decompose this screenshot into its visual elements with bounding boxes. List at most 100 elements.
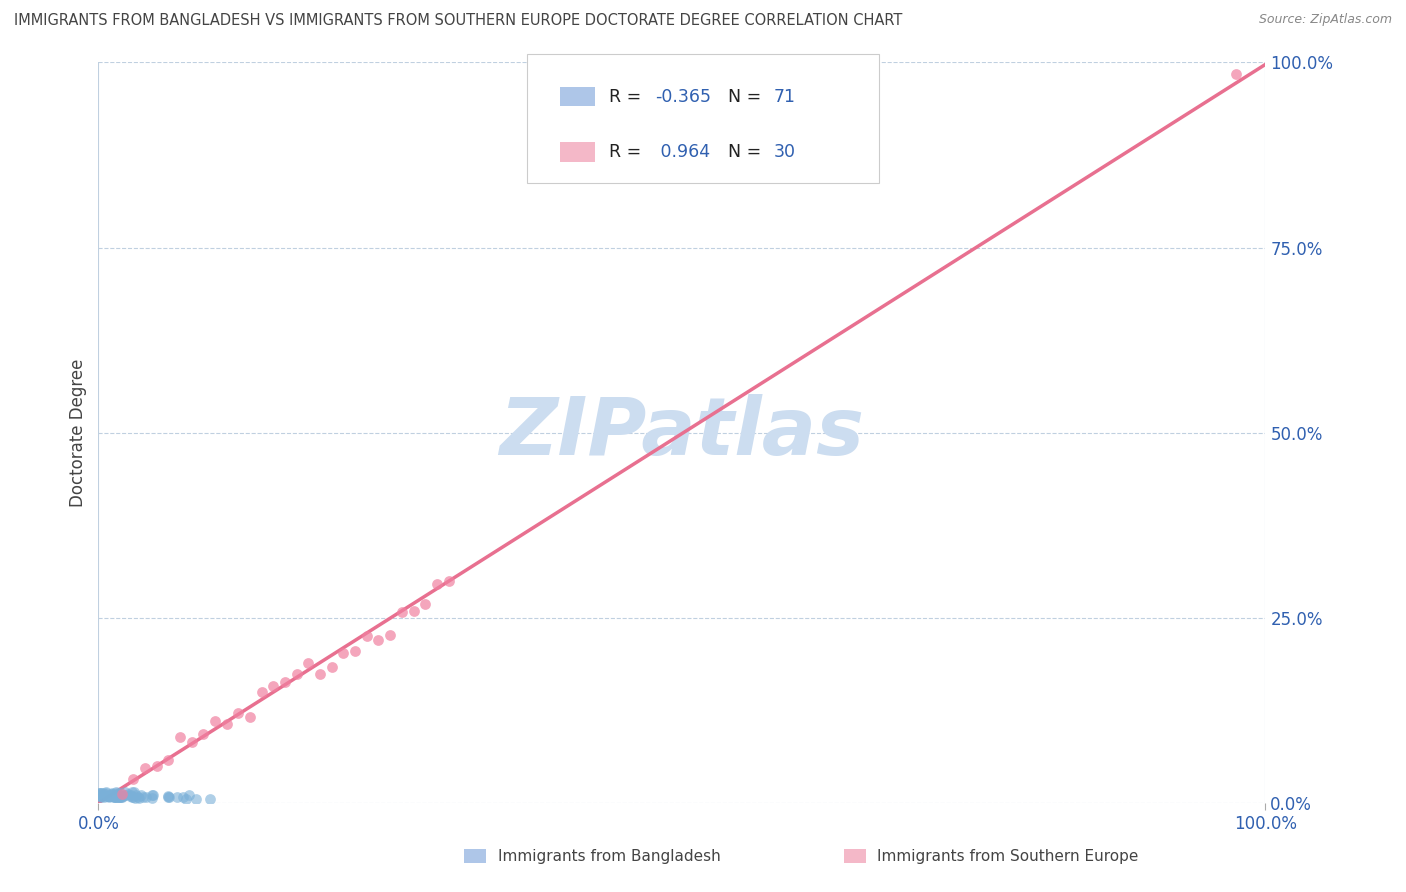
Point [112, 789, 135, 804]
Point [121, 789, 143, 804]
Point [309, 667, 332, 681]
Y-axis label: Doctorate Degree: Doctorate Degree [69, 359, 87, 507]
Point [356, 629, 378, 643]
Point [250, 685, 273, 699]
Point [262, 679, 284, 693]
Point [169, 730, 191, 744]
Point [380, 628, 402, 642]
Point [332, 646, 354, 660]
Point [157, 753, 180, 767]
Point [94, 785, 117, 799]
Text: Source: ZipAtlas.com: Source: ZipAtlas.com [1258, 13, 1392, 27]
Point [105, 790, 128, 805]
Point [142, 788, 165, 802]
Point [157, 790, 180, 805]
Point [105, 789, 128, 803]
Point [297, 656, 319, 670]
Point [100, 789, 122, 803]
Point [89, 789, 111, 804]
Text: 71: 71 [773, 87, 796, 105]
Point [124, 790, 146, 805]
Text: 0.964: 0.964 [655, 143, 710, 161]
Text: IMMIGRANTS FROM BANGLADESH VS IMMIGRANTS FROM SOUTHERN EUROPE DOCTORATE DEGREE C: IMMIGRANTS FROM BANGLADESH VS IMMIGRANTS… [14, 13, 903, 29]
Text: N =: N = [728, 87, 768, 105]
Point [97, 789, 120, 803]
Point [285, 666, 308, 681]
Text: Immigrants from Southern Europe: Immigrants from Southern Europe [877, 849, 1139, 863]
Point [87, 788, 110, 802]
Point [107, 787, 129, 801]
Point [172, 789, 194, 804]
Point [108, 788, 131, 802]
Point [103, 790, 125, 805]
Point [193, 727, 215, 741]
Point [125, 788, 148, 802]
Point [179, 788, 201, 802]
Text: R =: R = [609, 87, 647, 105]
Point [122, 772, 145, 786]
Point [437, 574, 460, 588]
Point [98, 790, 121, 805]
Point [104, 785, 127, 799]
Point [89, 786, 111, 800]
Point [105, 789, 128, 803]
Point [98, 789, 121, 803]
Point [100, 788, 122, 802]
Point [239, 710, 262, 724]
Text: ZIPatlas: ZIPatlas [499, 393, 865, 472]
Point [101, 789, 124, 803]
Point [128, 790, 150, 805]
Text: -0.365: -0.365 [655, 87, 711, 105]
Point [146, 759, 169, 773]
Point [198, 791, 221, 805]
Point [402, 604, 425, 618]
Point [110, 789, 132, 804]
Point [426, 577, 449, 591]
Point [174, 792, 197, 806]
Text: R =: R = [609, 143, 647, 161]
Point [321, 660, 343, 674]
Point [90, 786, 112, 800]
Point [367, 632, 389, 647]
Point [107, 790, 129, 805]
Point [104, 789, 127, 803]
Point [124, 785, 146, 799]
Point [114, 785, 136, 799]
Point [122, 790, 145, 805]
Point [105, 785, 128, 799]
Point [114, 788, 136, 802]
Point [228, 706, 250, 720]
Point [344, 643, 367, 657]
Point [90, 789, 112, 804]
Point [141, 791, 163, 805]
Point [101, 787, 124, 801]
Point [118, 789, 141, 803]
Point [96, 786, 118, 800]
Point [215, 717, 238, 731]
Point [91, 787, 114, 801]
Point [108, 786, 131, 800]
Point [103, 789, 125, 803]
Point [120, 789, 142, 803]
Point [1225, 66, 1247, 80]
Point [135, 789, 157, 804]
Point [93, 789, 115, 804]
Text: N =: N = [728, 143, 768, 161]
Point [94, 787, 117, 801]
Point [96, 789, 118, 804]
Point [141, 788, 163, 802]
Point [108, 789, 131, 804]
Point [111, 787, 134, 801]
Point [103, 789, 125, 804]
Point [97, 789, 120, 803]
Point [134, 762, 156, 776]
Point [117, 787, 139, 801]
Text: 30: 30 [773, 143, 796, 161]
Point [156, 789, 179, 804]
Point [166, 789, 188, 804]
Point [274, 674, 297, 689]
Point [186, 792, 208, 806]
Point [105, 790, 128, 805]
Point [121, 785, 143, 799]
Point [110, 790, 132, 805]
